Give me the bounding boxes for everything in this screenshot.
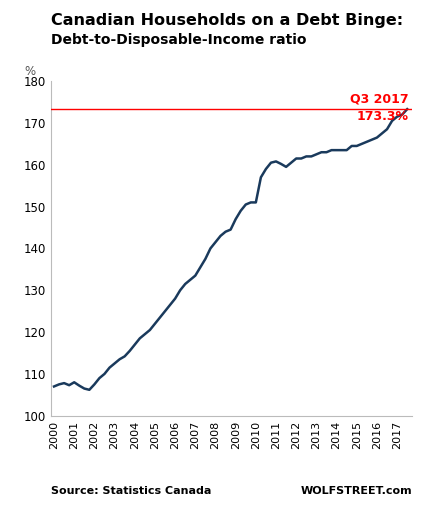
Text: %: % bbox=[24, 65, 35, 78]
Text: Debt-to-Disposable-Income ratio: Debt-to-Disposable-Income ratio bbox=[51, 33, 306, 47]
Text: Canadian Households on a Debt Binge:: Canadian Households on a Debt Binge: bbox=[51, 13, 403, 28]
Text: Q3 2017: Q3 2017 bbox=[350, 93, 408, 106]
Text: WOLFSTREET.com: WOLFSTREET.com bbox=[300, 486, 412, 496]
Text: Source: Statistics Canada: Source: Statistics Canada bbox=[51, 486, 211, 496]
Text: 173.3%: 173.3% bbox=[357, 110, 408, 123]
